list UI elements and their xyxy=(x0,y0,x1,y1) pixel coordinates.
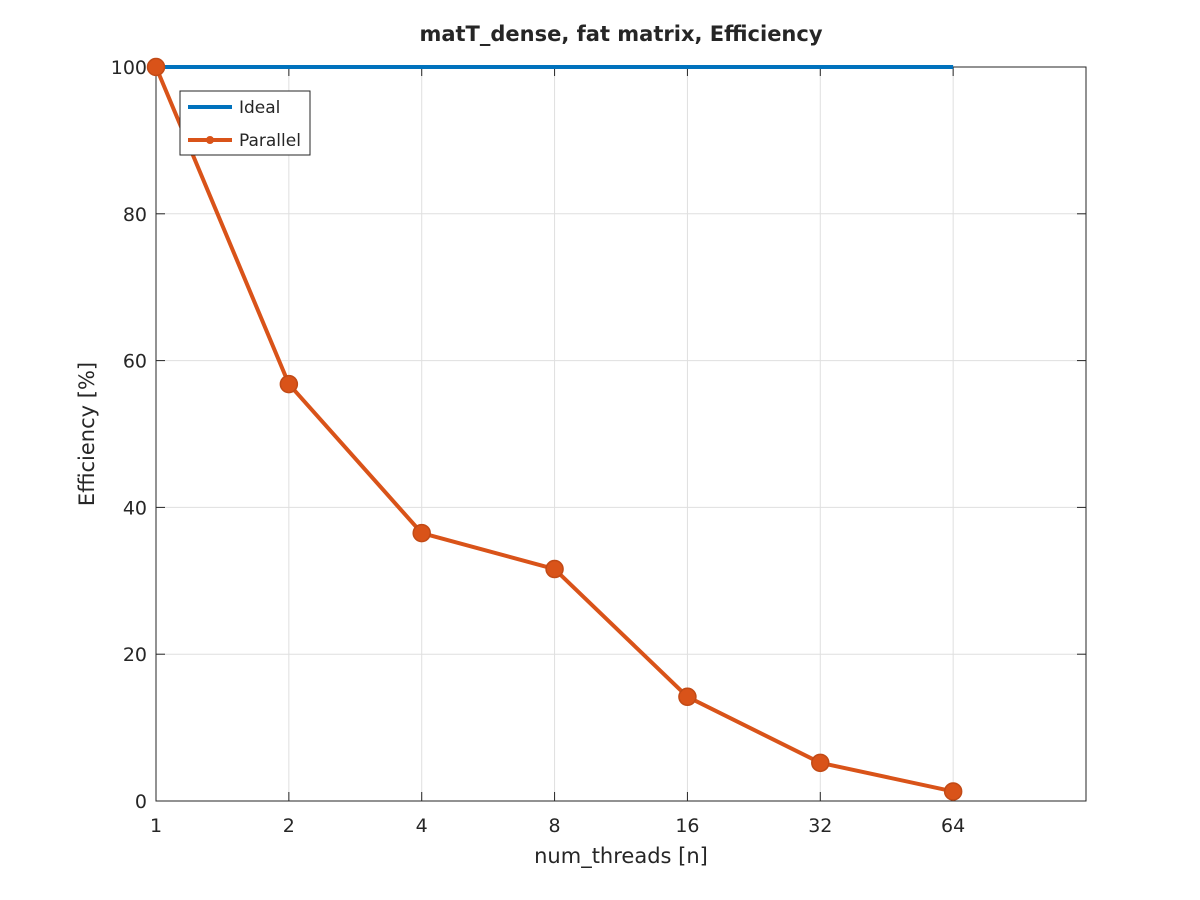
data-point-parallel xyxy=(279,374,299,394)
legend: Ideal Parallel xyxy=(179,90,311,156)
x-tick-labels: 1 2 4 8 16 32 64 xyxy=(150,815,965,837)
x-tick-label: 1 xyxy=(150,815,162,837)
legend-label-ideal: Ideal xyxy=(239,98,280,118)
y-tick-label: 40 xyxy=(123,497,147,519)
data-point-parallel xyxy=(811,753,830,773)
legend-marker-parallel xyxy=(206,136,214,144)
x-tick-label: 64 xyxy=(941,815,965,837)
x-tick-label: 2 xyxy=(283,815,295,837)
y-tick-labels: 0 20 40 60 80 100 xyxy=(111,57,147,813)
x-tick-label: 8 xyxy=(549,815,561,837)
y-axis-label: Efficiency [%] xyxy=(75,362,99,506)
legend-label-parallel: Parallel xyxy=(239,131,301,151)
y-tick-label: 60 xyxy=(123,351,147,373)
y-tick-label: 0 xyxy=(135,791,147,813)
x-tick-label: 4 xyxy=(416,815,428,837)
x-tick-label: 32 xyxy=(808,815,832,837)
x-tick-label: 16 xyxy=(675,815,699,837)
data-point-parallel xyxy=(146,57,166,77)
y-tick-label: 100 xyxy=(111,57,147,79)
data-point-parallel xyxy=(545,559,564,579)
data-point-parallel xyxy=(678,687,697,707)
plot-area xyxy=(156,67,1086,801)
data-point-parallel xyxy=(943,782,963,801)
y-tick-label: 80 xyxy=(123,204,147,226)
legend-box xyxy=(179,90,311,156)
x-axis-label: num_threads [n] xyxy=(534,844,708,869)
data-point-parallel xyxy=(412,523,431,543)
y-tick-label: 20 xyxy=(123,644,147,666)
chart-title: matT_dense, fat matrix, Efficiency xyxy=(419,22,822,46)
data-series xyxy=(146,57,963,801)
